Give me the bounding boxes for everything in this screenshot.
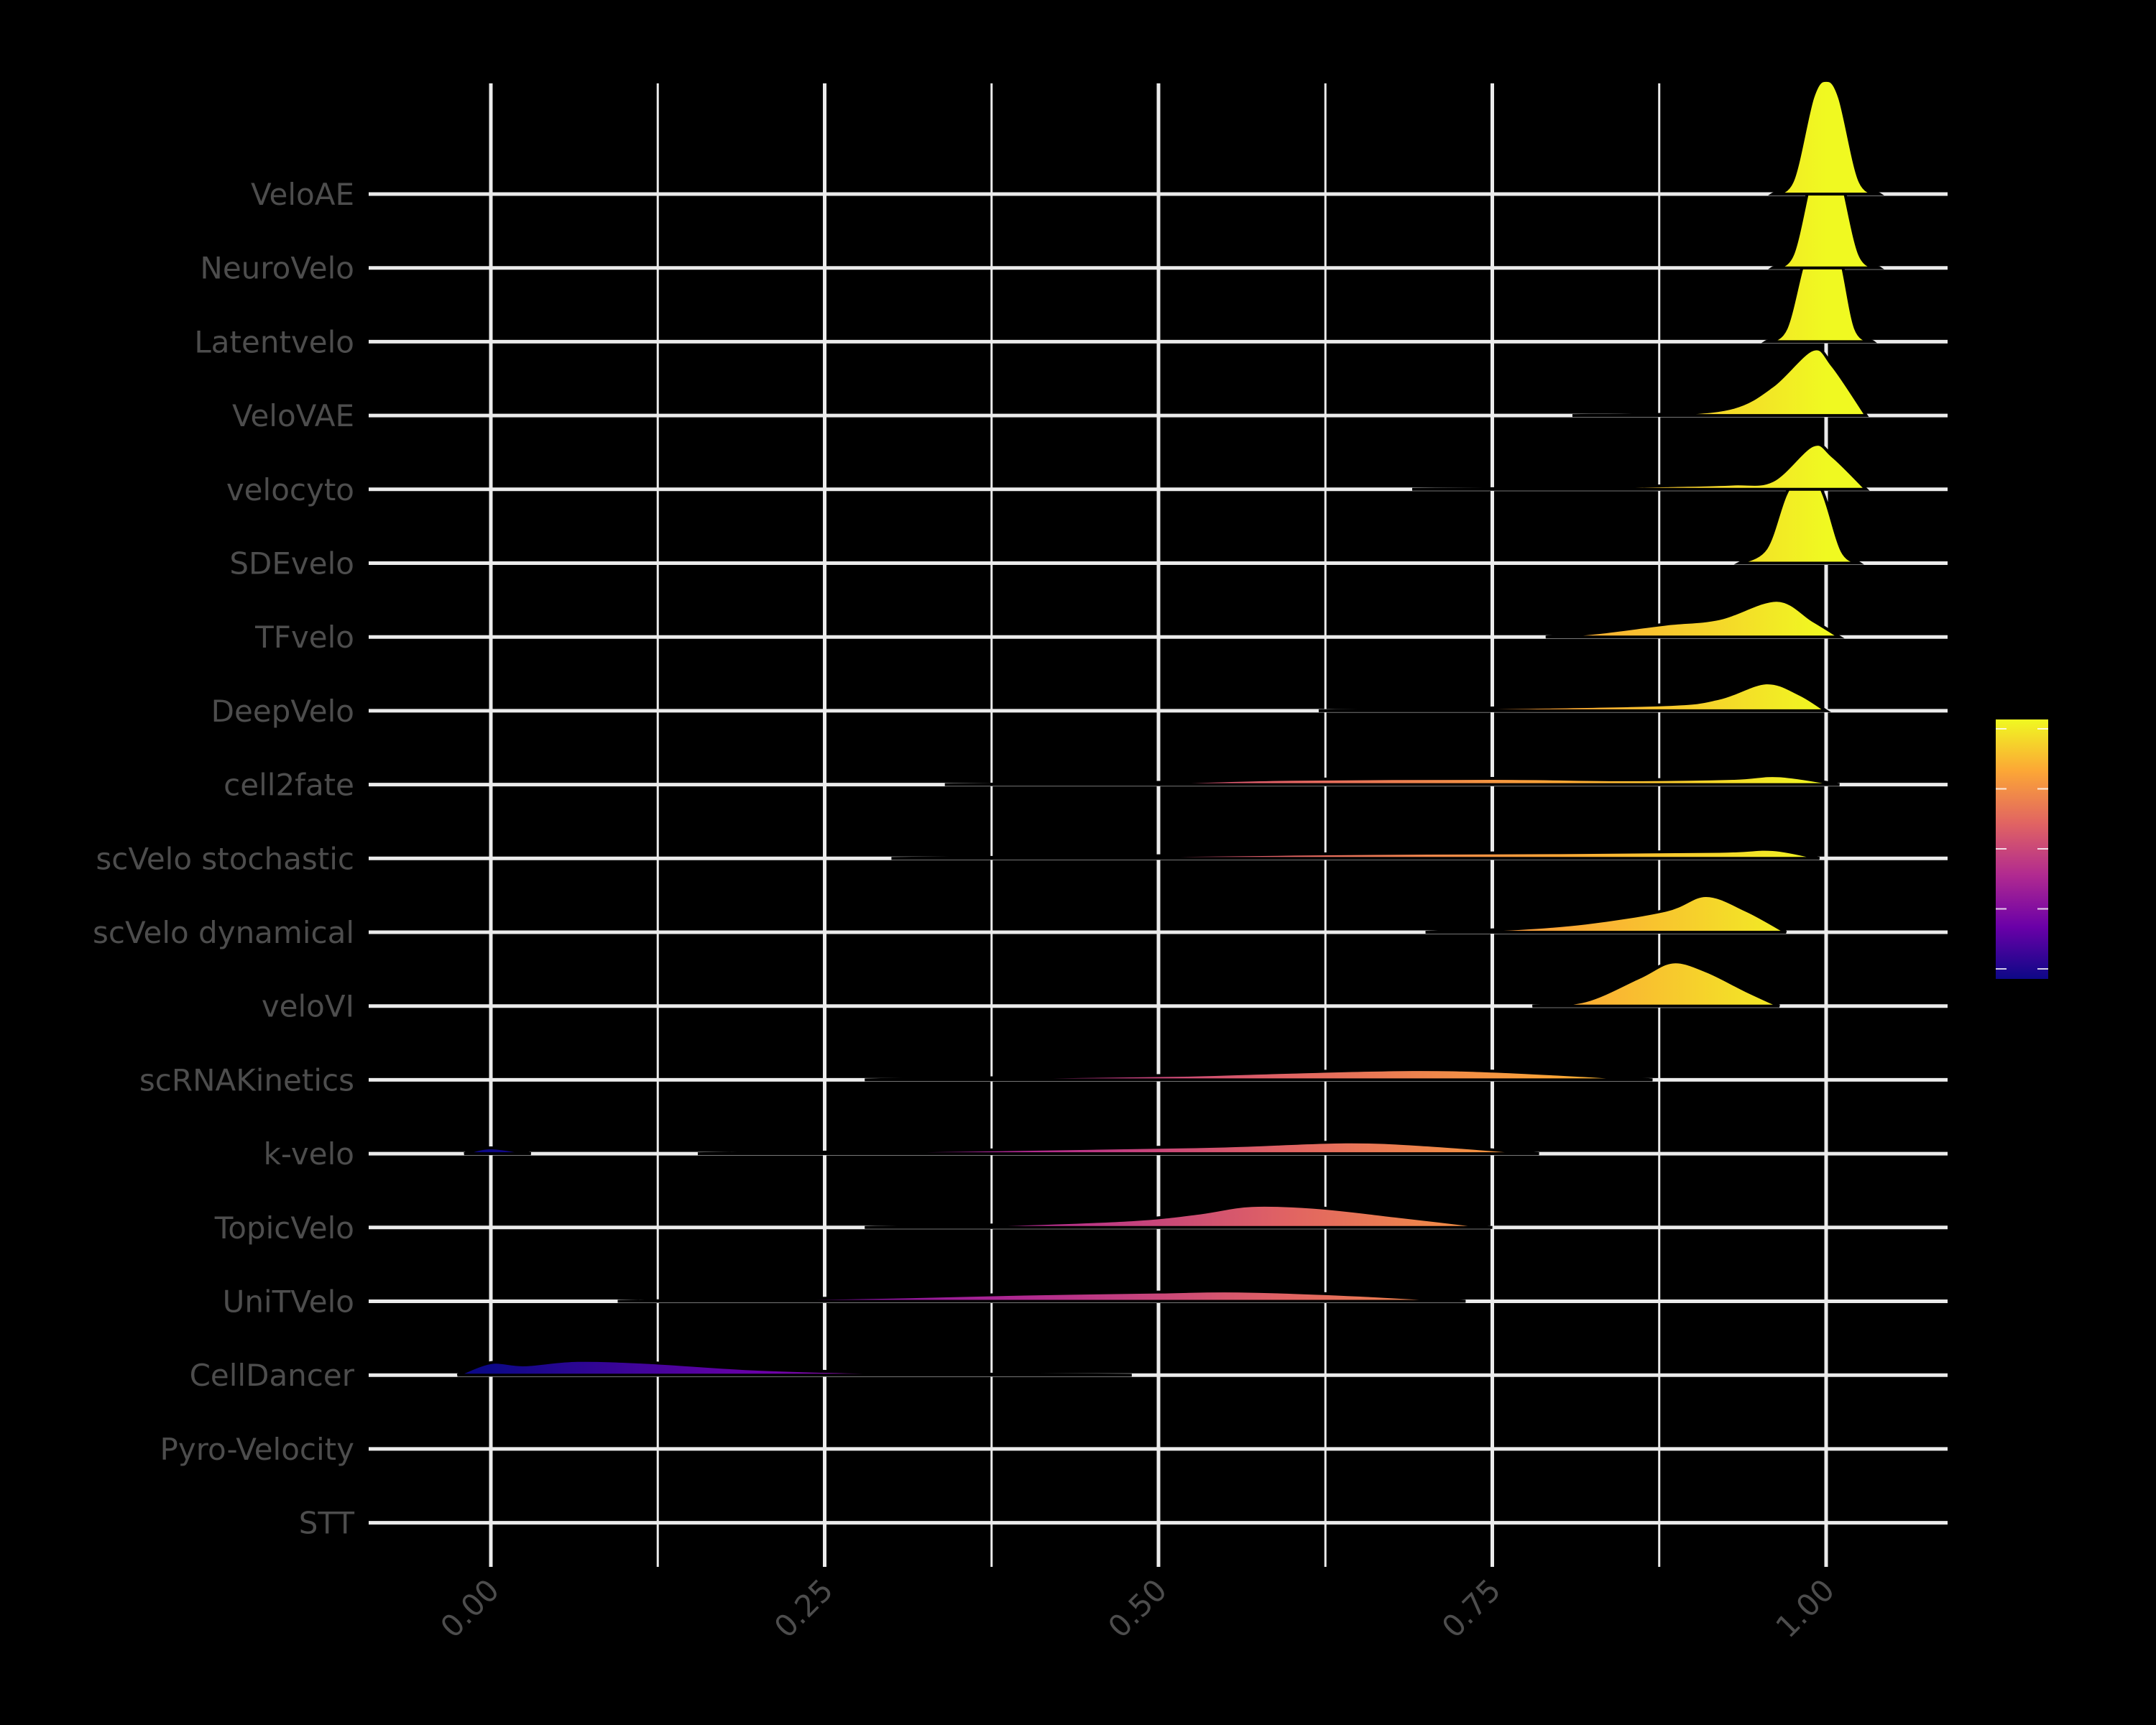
ridge-density-scrnakinetics [865, 1068, 1653, 1082]
y-axis-label: TFvelo [254, 620, 354, 655]
ridge-density-scvelo-stochastic [891, 847, 1820, 860]
y-axis-label: UniTVelo [223, 1284, 354, 1320]
ridge-density-veloae [1768, 78, 1884, 196]
y-axis-label: scVelo dynamical [93, 915, 354, 950]
grid-lines [369, 83, 1948, 1567]
ridge-density-k-velo [697, 1140, 1539, 1156]
x-axis-labels: 0.00 0.25 0.50 0.75 1.00 [433, 1572, 1841, 1644]
ridge-density-scvelo-dynamical [1425, 893, 1787, 934]
x-axis-tick-label: 0.00 [433, 1572, 506, 1644]
ridge-density-topicvelo [865, 1203, 1493, 1229]
y-axis-label: scRNAKinetics [139, 1062, 354, 1098]
ridge-density-velovi [1532, 960, 1780, 1008]
y-axis-label: STT [299, 1506, 355, 1541]
ridge-densities [456, 78, 1884, 1377]
ridge-density-unitvelo [617, 1289, 1466, 1303]
y-axis-label: NeuroVelo [200, 251, 354, 286]
x-axis-tick-label: 0.50 [1101, 1572, 1174, 1644]
y-axis-label: DeepVelo [211, 694, 354, 729]
colorbar-legend [1996, 719, 2048, 979]
y-axis-label: SDEvelo [229, 546, 354, 581]
x-axis-tick-label: 0.25 [768, 1572, 840, 1644]
y-axis-label: CellDancer [190, 1358, 355, 1393]
y-axis-label: Pyro-Velocity [160, 1432, 354, 1467]
ridge-density-deepvelo [1318, 681, 1831, 712]
y-axis-label: VeloAE [251, 177, 354, 212]
y-axis-label: cell2fate [224, 768, 354, 803]
ridge-density-velocyto [1412, 443, 1870, 491]
y-axis-label: k-velo [264, 1136, 354, 1172]
ridge-density-cell2fate [944, 774, 1840, 786]
y-axis-label: VeloVAE [232, 398, 354, 433]
x-axis-tick-label: 0.75 [1435, 1572, 1508, 1644]
ridge-density-celldancer [456, 1358, 1132, 1377]
y-axis-label: TopicVelo [214, 1210, 354, 1246]
y-axis-label: scVelo stochastic [96, 841, 354, 876]
ridge-density-velovae [1572, 347, 1869, 418]
x-axis-tick-label: 1.00 [1769, 1572, 1841, 1644]
ridge-density-tfvelo [1545, 599, 1845, 639]
y-axis-labels: VeloAE NeuroVelo Latentvelo VeloVAE velocyto… [93, 177, 355, 1541]
y-axis-label: Latentvelo [194, 324, 354, 359]
y-axis-label: velocyto [226, 472, 354, 507]
ridge-density-k-velo-minor- [464, 1146, 532, 1156]
y-axis-label: veloVI [262, 989, 354, 1024]
